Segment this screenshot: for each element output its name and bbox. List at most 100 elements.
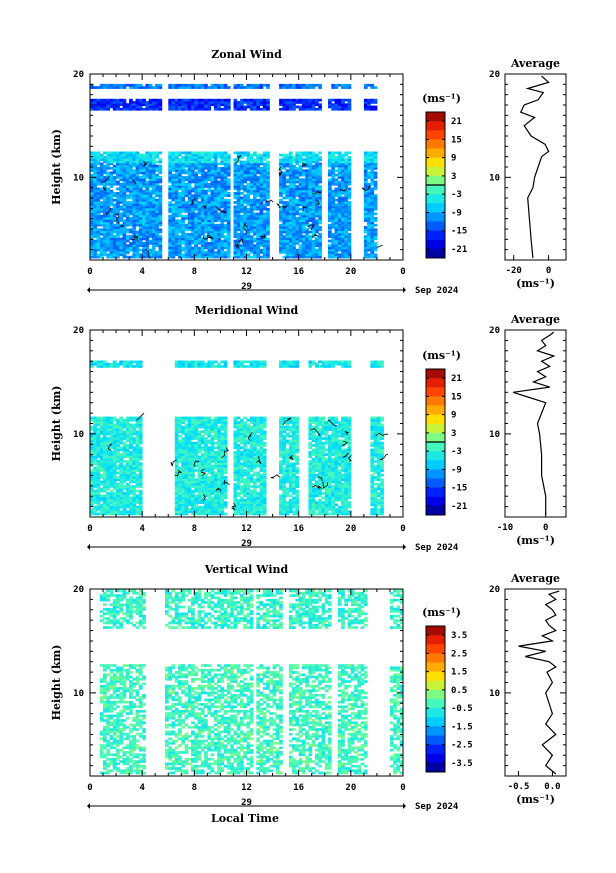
heatmap-cell	[233, 251, 238, 254]
heatmap-cell	[210, 232, 215, 236]
heatmap-cell	[151, 239, 156, 243]
heatmap-cell	[194, 232, 198, 236]
heatmap-cell	[197, 489, 202, 493]
heatmap-cell	[112, 448, 117, 452]
heatmap-cell	[119, 194, 123, 197]
heatmap-cell	[187, 176, 192, 179]
heatmap-cell	[301, 210, 306, 213]
heatmap-cell	[174, 448, 179, 452]
heatmap-cell	[266, 98, 270, 102]
heatmap-cell	[119, 421, 123, 424]
heatmap-cell	[125, 505, 130, 509]
heatmap-cell	[125, 248, 130, 252]
heatmap-cell	[132, 239, 137, 243]
heatmap-cell	[181, 428, 185, 431]
heatmap-cell	[197, 194, 202, 197]
heatmap-cell	[125, 189, 130, 193]
heatmap-cell	[191, 485, 195, 488]
heatmap-cell	[93, 498, 97, 502]
heatmap-cell	[200, 239, 205, 243]
heatmap-cell	[151, 205, 156, 209]
heatmap-cell	[223, 198, 228, 202]
heatmap-cell	[200, 230, 205, 234]
heatmap-cell	[279, 86, 283, 89]
heatmap-cell	[207, 162, 212, 166]
heatmap-cell	[103, 160, 107, 164]
heatmap-cell	[103, 239, 107, 243]
heatmap-cell	[194, 205, 198, 209]
heatmap-cell	[138, 167, 143, 170]
heatmap-cell	[109, 434, 114, 438]
heatmap-cell	[240, 162, 244, 166]
heatmap-cell	[122, 251, 127, 254]
heatmap-cell	[246, 194, 251, 197]
heatmap-cell	[226, 160, 231, 164]
heatmap-cell	[240, 192, 244, 195]
heatmap-cell	[315, 253, 319, 257]
heatmap-cell	[337, 103, 342, 106]
heatmap-cell	[116, 226, 120, 229]
heatmap-cell	[178, 187, 182, 191]
heatmap-cell	[266, 156, 270, 159]
heatmap-cell	[99, 214, 104, 218]
heatmap-cell	[142, 153, 146, 157]
heatmap-cell	[262, 169, 267, 172]
heatmap-cell	[347, 160, 352, 164]
heatmap-cell	[181, 418, 185, 422]
heatmap-cell	[344, 196, 348, 200]
heatmap-cell	[138, 210, 143, 213]
heatmap-cell	[298, 203, 303, 207]
heatmap-cell	[363, 151, 368, 155]
heatmap-cell	[256, 160, 260, 164]
heatmap-cell	[103, 185, 107, 188]
heatmap-cell	[125, 214, 130, 218]
heatmap-cell	[122, 253, 127, 257]
heatmap-cell	[103, 189, 107, 193]
heatmap-cell	[132, 450, 137, 454]
heatmap-cell	[217, 187, 221, 191]
heatmap-cell	[266, 103, 270, 106]
heatmap-cell	[256, 171, 260, 175]
heatmap-cell	[174, 189, 179, 193]
heatmap-cell	[315, 160, 319, 164]
heatmap-cell	[112, 487, 117, 491]
heatmap-cell	[103, 182, 107, 186]
heatmap-cell	[298, 246, 303, 250]
heatmap-cell	[158, 223, 163, 227]
heatmap-cell	[341, 164, 345, 168]
heatmap-cell	[347, 203, 352, 207]
heatmap-cell	[138, 219, 143, 222]
heatmap-cell	[194, 255, 198, 259]
heatmap-cell	[341, 176, 345, 179]
heatmap-cell	[207, 205, 212, 209]
heatmap-cell	[311, 107, 316, 111]
heatmap-cell	[240, 185, 244, 188]
heatmap-cell	[122, 226, 127, 229]
heatmap-cell	[308, 237, 313, 241]
heatmap-cell	[240, 101, 244, 104]
heatmap-cell	[158, 105, 163, 109]
heatmap-cell	[288, 187, 293, 191]
heatmap-cell	[344, 214, 348, 218]
heatmap-cell	[142, 182, 146, 186]
heatmap-cell	[181, 237, 185, 241]
heatmap-cell	[204, 151, 208, 155]
heatmap-cell	[151, 196, 156, 200]
heatmap-cell	[106, 192, 110, 195]
heatmap-cell	[194, 251, 198, 254]
contour-segment	[113, 213, 120, 224]
heatmap-cell	[200, 169, 205, 172]
heatmap-cell	[142, 86, 146, 89]
heatmap-cell	[96, 228, 101, 232]
heatmap-cell	[363, 235, 368, 238]
heatmap-cell	[213, 171, 218, 175]
heatmap-cell	[367, 255, 371, 259]
heatmap-cell	[282, 237, 287, 241]
heatmap-cell	[112, 434, 117, 438]
heatmap-cell	[246, 156, 251, 159]
heatmap-cell	[119, 496, 123, 500]
heatmap-cell	[119, 480, 123, 484]
heatmap-cell	[135, 107, 140, 111]
heatmap-cell	[125, 217, 130, 220]
heatmap-cell	[132, 192, 137, 195]
